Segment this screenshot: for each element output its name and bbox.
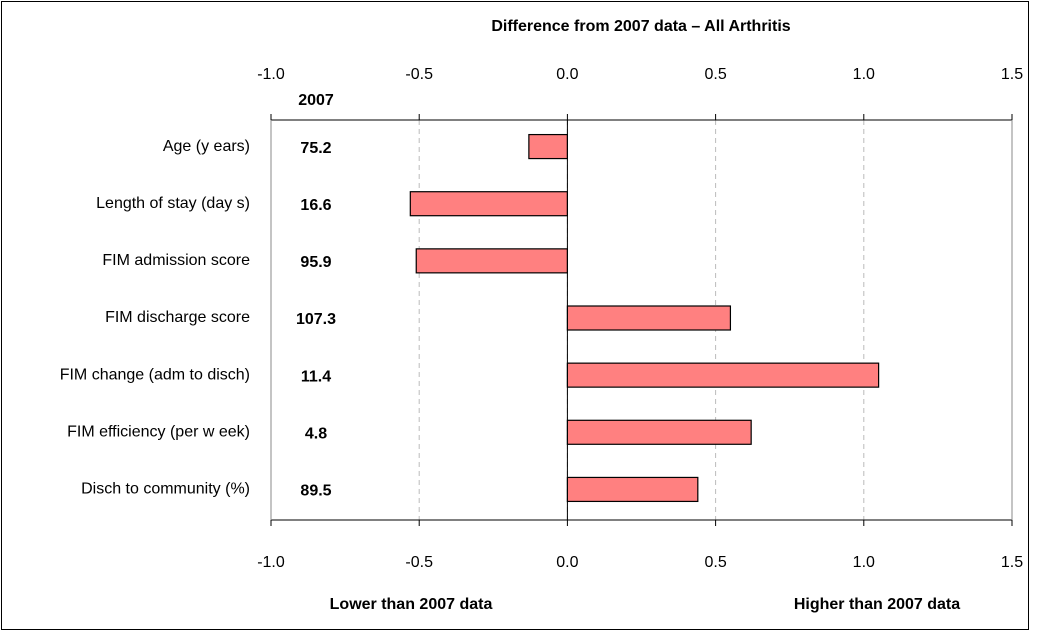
bar bbox=[566, 476, 699, 503]
y-tick-label: FIM efficiency (per w eek) bbox=[67, 424, 250, 441]
y-tick-label: Length of stay (day s) bbox=[96, 195, 250, 212]
reference-value: 11.4 bbox=[301, 368, 331, 385]
y-tick-label: Age (y ears) bbox=[163, 138, 250, 155]
y-tick-label: Disch to community (%) bbox=[81, 481, 250, 498]
reference-value: 75.2 bbox=[300, 140, 331, 157]
bar bbox=[415, 248, 568, 274]
bar bbox=[528, 133, 568, 160]
x-tick-label: -1.0 bbox=[257, 66, 285, 83]
x-tick-label: 0.0 bbox=[556, 66, 578, 83]
bar bbox=[566, 305, 732, 331]
x-tick-label: 1.5 bbox=[1001, 66, 1023, 83]
bar bbox=[409, 191, 569, 217]
x-tick-label: 1.5 bbox=[1001, 554, 1023, 571]
x-tick-label: 1.0 bbox=[853, 554, 875, 571]
bar bbox=[566, 362, 880, 388]
y-tick-label: FIM change (adm to disch) bbox=[60, 366, 250, 383]
annotation: Lower than 2007 data bbox=[330, 596, 493, 613]
x-tick-label: -1.0 bbox=[257, 554, 285, 571]
x-tick-label: 0.5 bbox=[704, 554, 726, 571]
reference-value: 16.6 bbox=[300, 197, 331, 214]
reference-value: 4.8 bbox=[305, 426, 327, 443]
x-tick-label: 0.0 bbox=[556, 554, 578, 571]
bar bbox=[566, 419, 752, 445]
chart-title: Difference from 2007 data – All Arthriti… bbox=[491, 18, 790, 35]
y-tick-label: FIM discharge score bbox=[105, 309, 250, 326]
x-tick-label: -0.5 bbox=[405, 66, 433, 83]
reference-value: 95.9 bbox=[300, 254, 331, 271]
annotation: Higher than 2007 data bbox=[794, 596, 960, 613]
y-tick-label: FIM admission score bbox=[102, 252, 250, 269]
reference-value: 107.3 bbox=[296, 311, 336, 328]
reference-value: 89.5 bbox=[300, 483, 331, 500]
x-tick-label: -0.5 bbox=[405, 554, 433, 571]
reference-header: 2007 bbox=[298, 92, 334, 109]
x-tick-label: 1.0 bbox=[853, 66, 875, 83]
x-tick-label: 0.5 bbox=[704, 66, 726, 83]
